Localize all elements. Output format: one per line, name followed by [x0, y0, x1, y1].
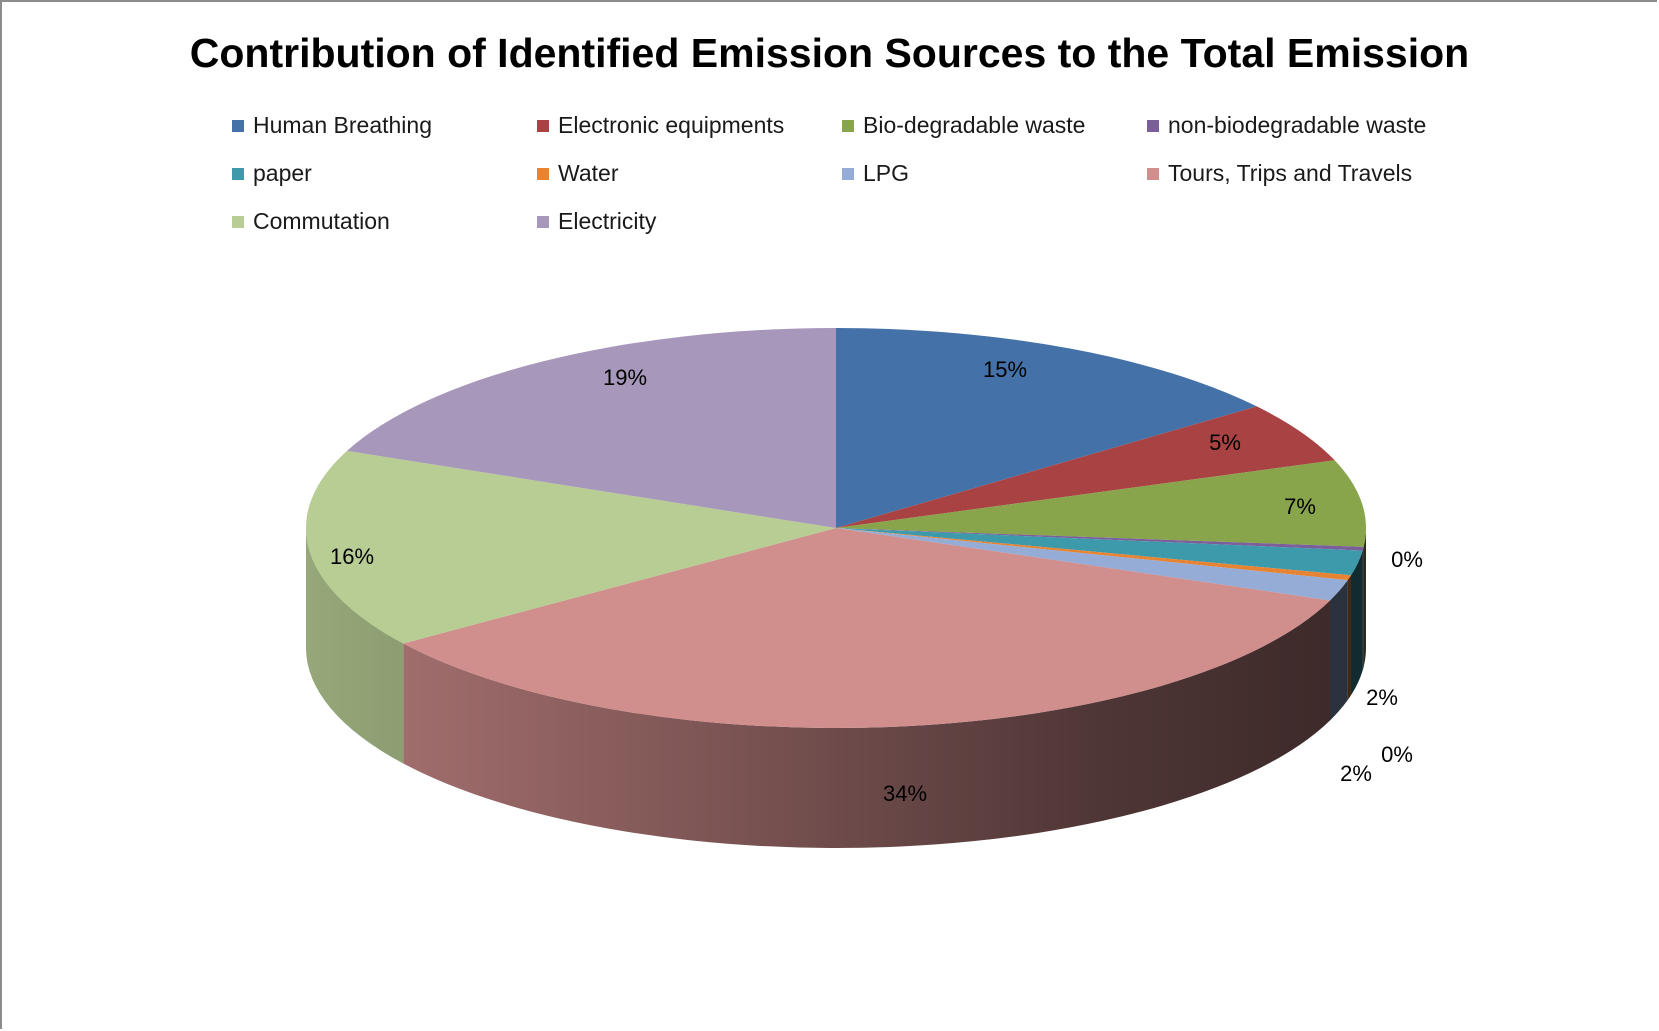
- data-label-tours-trips-and-travels: 34%: [883, 781, 927, 806]
- pie-slice-electricity: [346, 328, 836, 528]
- pie-slice-tours-trips-and-travels: [403, 528, 1330, 728]
- pie-slice-bio-degradable-waste: [836, 460, 1366, 547]
- pie-side-bio-degradable-waste: [1363, 528, 1366, 667]
- pie-slices: [306, 328, 1366, 728]
- data-label-human-breathing: 15%: [983, 357, 1027, 382]
- data-label-bio-degradable-waste: 7%: [1284, 494, 1316, 519]
- pie-side-non-biodegradable-waste: [1362, 546, 1364, 671]
- pie-slice-electronic-equipments: [836, 406, 1335, 528]
- pie-slice-lpg: [836, 528, 1348, 601]
- pie-slice-paper: [836, 528, 1363, 576]
- data-label-electricity: 19%: [603, 365, 647, 390]
- data-labels: 15% 5% 7% 0% 2% 0% 2% 34% 16% 19%: [330, 357, 1423, 806]
- pie-slice-human-breathing: [836, 328, 1257, 528]
- data-label-electronic-equipments: 5%: [1209, 430, 1241, 455]
- pie-side-walls: [306, 528, 1366, 848]
- pie-side-paper: [1350, 550, 1363, 696]
- data-label-lpg: 2%: [1340, 761, 1372, 786]
- data-label-paper: 2%: [1366, 685, 1398, 710]
- pie-side-tours-trips-and-travels: [403, 600, 1330, 848]
- data-label-water: 0%: [1381, 742, 1413, 767]
- data-label-commutation: 16%: [330, 544, 374, 569]
- chart-title: Contribution of Identified Emission Sour…: [189, 30, 1470, 76]
- pie-side-lpg: [1329, 580, 1348, 721]
- pie-slice-commutation: [306, 450, 836, 644]
- pie-slice-non-biodegradable-waste: [836, 528, 1364, 551]
- pie-slice-water: [836, 528, 1351, 581]
- pie-side-commutation: [306, 528, 404, 764]
- pie-side-water: [1347, 575, 1351, 701]
- data-label-non-biodegradable-waste: 0%: [1391, 547, 1423, 572]
